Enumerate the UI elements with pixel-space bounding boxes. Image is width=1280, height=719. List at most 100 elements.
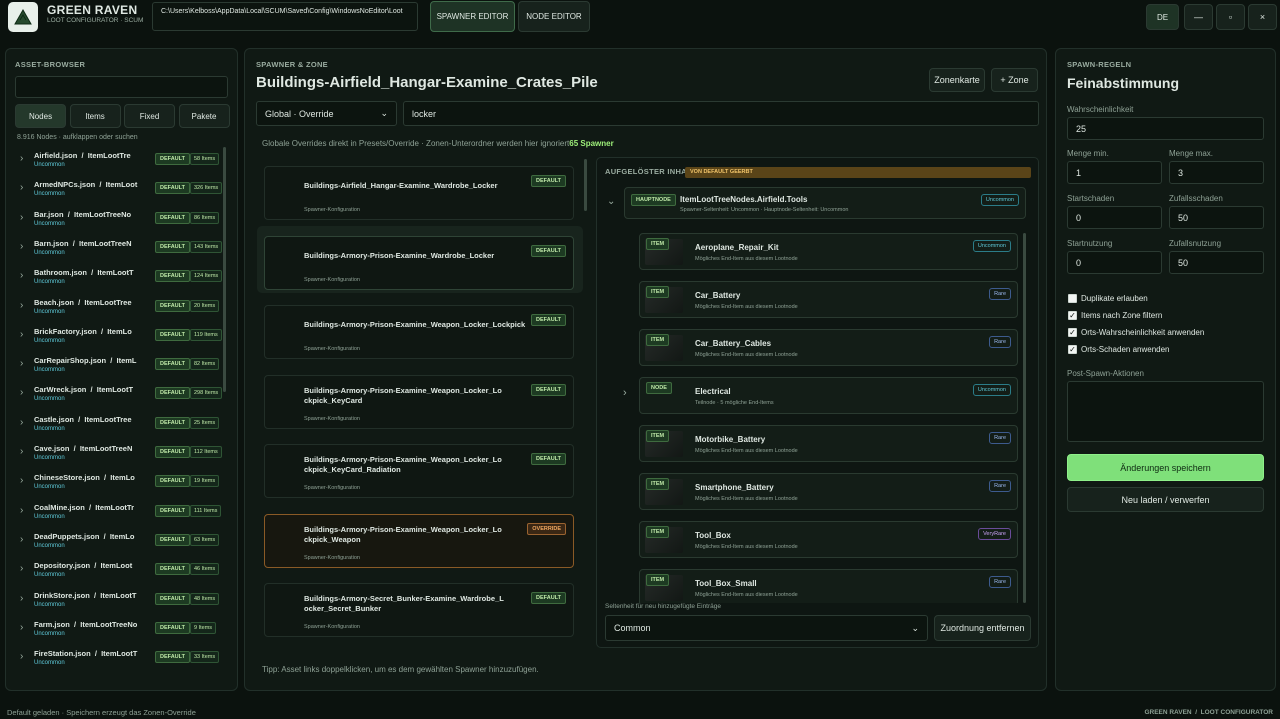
expand-arrow[interactable]: › [20, 182, 24, 194]
asset-row[interactable]: › Castle.json / ItemLootTree Uncommon DEFAU… [10, 412, 224, 440]
child-entry[interactable]: ITEM Tool_Box Mögliches End-Item aus diese… [639, 521, 1018, 558]
asset-row[interactable]: › BrickFactory.json / ItemLo Uncommon DEFAU… [10, 324, 224, 352]
number-field[interactable]: 1 [1067, 161, 1162, 184]
expand-toggle[interactable]: ⌄ [607, 196, 616, 207]
expand-arrow[interactable]: › [20, 240, 24, 252]
asset-row[interactable]: › CarRepairShop.json / ItemL Uncommon DEFAU… [10, 353, 224, 381]
expand-arrow[interactable]: › [20, 153, 24, 164]
item-count: 119 Items [190, 328, 222, 341]
filter-tab[interactable]: Fixed [124, 104, 175, 128]
number-field[interactable]: 50 [1169, 206, 1264, 229]
path-field[interactable]: C:\Users\Kelboss\AppData\Local\SCUM\Save… [152, 2, 418, 31]
expand-arrow[interactable]: › [20, 328, 24, 340]
checkbox-label[interactable]: Orts-Wahrscheinlichkeit anwenden [1081, 328, 1205, 337]
expand-arrow[interactable]: › [20, 475, 24, 487]
maximize-button[interactable]: ▫ [1216, 4, 1245, 30]
tab-button[interactable]: NODE EDITOR [518, 1, 590, 32]
asset-row[interactable]: › Airfield.json / ItemLootTre Uncommon DEFA… [10, 148, 224, 176]
checkbox[interactable]: ✓ [1068, 311, 1077, 320]
number-field[interactable]: 50 [1169, 251, 1264, 274]
expand-arrow[interactable]: › [20, 592, 24, 604]
expand-arrow[interactable]: › [20, 563, 24, 575]
expand-arrow[interactable]: › [20, 387, 24, 399]
child-entry[interactable]: ITEM Motorbike_Battery Mögliches End-Item … [639, 425, 1018, 462]
zone-map-button[interactable]: Zonenkarte [929, 68, 985, 92]
type-badge: HAUPTNODE [631, 194, 676, 206]
spawner-card[interactable]: Buildings-Armory-Prison-Examine_Weapon_L… [264, 444, 574, 498]
expand-arrow[interactable]: › [20, 651, 24, 663]
checkbox[interactable]: ✓ [1068, 328, 1077, 337]
tab-button[interactable]: SPAWNER EDITOR [430, 1, 515, 32]
expand-arrow[interactable]: › [623, 387, 627, 399]
asset-row[interactable]: › CoalMine.json / ItemLootTr Uncommon DEFAU… [10, 500, 224, 528]
type-badge: DEFAULT [155, 358, 190, 371]
filter-tab[interactable]: Pakete [178, 104, 230, 128]
expand-arrow[interactable]: › [20, 504, 24, 516]
expand-arrow[interactable]: › [20, 621, 24, 633]
type-badge: DEFAULT [155, 504, 190, 517]
type-badge: DEFAULT [155, 299, 190, 312]
post-spawn-field[interactable] [1067, 381, 1264, 442]
child-entry[interactable]: ITEM Car_Battery_Cables Mögliches End-Item… [639, 329, 1018, 366]
search-field[interactable]: locker [403, 101, 1039, 126]
spawner-card[interactable]: Buildings-Armory-Prison-Examine_Wardrobe… [264, 235, 574, 290]
checkbox[interactable]: ✓ [1068, 345, 1077, 354]
expand-arrow[interactable]: › [20, 446, 24, 457]
spawner-card[interactable]: Buildings-Armory-Prison-Examine_Weapon_L… [264, 513, 574, 568]
save-button[interactable]: Änderungen speichern [1067, 454, 1264, 481]
number-field[interactable]: 3 [1169, 161, 1264, 184]
expand-arrow[interactable]: › [20, 416, 24, 428]
asset-row[interactable]: › DeadPuppets.json / ItemLo Uncommon DEFAUL… [10, 529, 224, 557]
checkbox[interactable] [1068, 294, 1077, 303]
spawner-card[interactable]: Buildings-Airfield_Hangar-Examine_Wardro… [264, 166, 574, 220]
type-badge: ITEM [646, 478, 670, 490]
spawner-card[interactable]: Buildings-Armory-Prison-Examine_Weapon_L… [264, 305, 574, 359]
language-button[interactable]: DE [1146, 4, 1179, 30]
expand-arrow[interactable]: › [20, 358, 24, 370]
remove-button[interactable]: Zuordnung entfernen [934, 615, 1031, 641]
child-entry[interactable]: ITEM Aeroplane_Repair_Kit Mögliches End-It… [639, 233, 1018, 270]
asset-row[interactable]: › CarWreck.json / ItemLootT Uncommon DEFAUL… [10, 382, 224, 410]
child-entry[interactable]: ITEM Smartphone_Battery Mögliches End-Item… [639, 473, 1018, 510]
checkbox-label[interactable]: Duplikate erlauben [1081, 294, 1148, 303]
asset-row[interactable]: › Depository.json / ItemLoot Uncommon DEFAU… [10, 558, 224, 586]
spawner-card[interactable]: Buildings-Armory-Secret_Bunker-Examine_W… [264, 583, 574, 637]
root-node[interactable]: HAUPTNODE ItemLootTreeNodes.Airfield.Too… [624, 187, 1026, 219]
search-field[interactable] [15, 76, 228, 98]
asset-row[interactable]: › Farm.json / ItemLootTreeNo Uncommon DEFAU… [10, 617, 224, 645]
child-entry[interactable]: ITEM Car_Battery Mögliches End-Item aus di… [639, 281, 1018, 318]
number-field[interactable]: 25 [1067, 117, 1264, 140]
expand-arrow[interactable]: › [20, 299, 24, 311]
rarity-text: Uncommon [34, 396, 65, 403]
number-field[interactable]: 0 [1067, 251, 1162, 274]
expand-arrow[interactable]: › [20, 270, 24, 282]
asset-label: Castle.json / ItemLootTree [34, 414, 132, 424]
zone-select[interactable]: Global · Override ⌄ [256, 101, 397, 126]
checkbox-label[interactable]: Orts-Schaden anwenden [1081, 345, 1170, 354]
reload-button[interactable]: Neu laden / verwerfen [1067, 487, 1264, 512]
minimize-button[interactable]: — [1184, 4, 1213, 30]
asset-row[interactable]: › Beach.json / ItemLootTree Uncommon DEFAUL… [10, 295, 224, 323]
rarity-select[interactable]: Common ⌄ [605, 615, 928, 641]
filter-tab[interactable]: Items [69, 104, 121, 128]
asset-row[interactable]: › ArmedNPCs.json / ItemLoot Uncommon DEFAUL… [10, 177, 224, 205]
add-zone-button[interactable]: + Zone [991, 68, 1038, 92]
expand-arrow[interactable]: › [20, 533, 24, 545]
chevron: ⌄ [380, 108, 388, 118]
number-field[interactable]: 0 [1067, 206, 1162, 229]
asset-row[interactable]: › Barn.json / ItemLootTreeN Uncommon DEFAUL… [10, 236, 224, 264]
asset-row[interactable]: › DrinkStore.json / ItemLootT Uncommon DEFA… [10, 588, 224, 616]
logo-icon [14, 8, 32, 25]
filter-tab[interactable]: Nodes [15, 104, 66, 128]
spawner-card[interactable]: Buildings-Armory-Prison-Examine_Weapon_L… [264, 374, 574, 429]
child-entry[interactable]: NODE Electrical Teilnode · 5 mögliche End-… [639, 377, 1018, 414]
close-button[interactable]: × [1248, 4, 1277, 30]
asset-row[interactable]: › Bar.json / ItemLootTreeNo Uncommon DEFAUL… [10, 207, 224, 235]
asset-row[interactable]: › Cave.json / ItemLootTreeN Uncommon DEFAUL… [10, 441, 224, 469]
asset-row[interactable]: › ChineseStore.json / ItemLo Uncommon DEFAU… [10, 470, 224, 498]
child-entry[interactable]: ITEM Tool_Box_Small Mögliches End-Item aus… [639, 569, 1018, 603]
asset-row[interactable]: › FireStation.json / ItemLootT Uncommon DEF… [10, 646, 224, 674]
expand-arrow[interactable]: › [20, 211, 24, 223]
checkbox-label[interactable]: Items nach Zone filtern [1081, 311, 1163, 320]
asset-row[interactable]: › Bathroom.json / ItemLootT Uncommon DEFAUL… [10, 265, 224, 293]
